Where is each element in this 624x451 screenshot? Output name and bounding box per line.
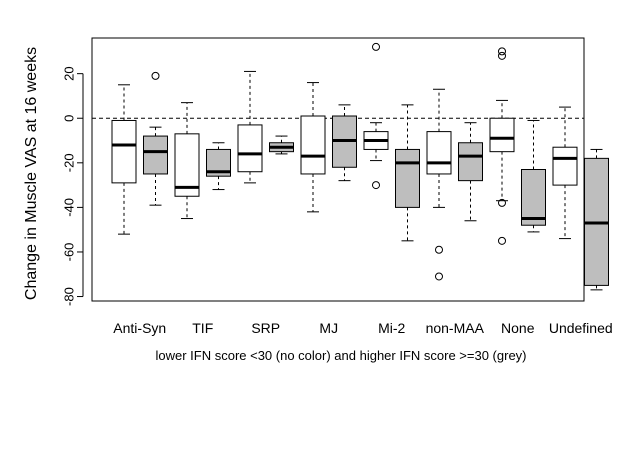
box-undefined-lower <box>552 146 578 186</box>
outlier-none-lower <box>498 47 506 56</box>
x-group-label: None <box>501 320 535 336</box>
box-anti-syn-higher <box>143 135 168 175</box>
outlier-none-lower <box>498 198 506 207</box>
outlier-anti-syn-higher <box>151 71 160 80</box>
x-axis-title: lower IFN score <30 (no color) and highe… <box>155 348 526 363</box>
y-tick-label: 0 <box>61 115 76 122</box>
y-tick-label: -60 <box>61 243 76 262</box>
box-mi-2-higher <box>395 148 420 208</box>
y-axis-title: Change in Muscle VAS at 16 weeks <box>23 47 40 300</box>
outlier-mi-2-lower <box>372 181 380 190</box>
box-none-higher <box>521 169 546 226</box>
y-tick-label: -40 <box>61 198 76 217</box>
box-srp-lower <box>237 124 263 173</box>
box-none-lower <box>489 117 515 153</box>
box-non-maa-higher <box>458 142 483 182</box>
y-tick-label: -80 <box>61 287 76 306</box>
y-tick-label: 20 <box>61 66 76 80</box>
outlier-non-maa-lower <box>435 272 443 281</box>
box-mj-lower <box>300 115 326 175</box>
x-group-label: Mi-2 <box>378 320 405 336</box>
y-tick-label: -20 <box>61 153 76 172</box>
outlier-none-lower <box>498 51 506 60</box>
box-anti-syn-lower <box>111 119 137 184</box>
x-group-label: SRP <box>251 320 280 336</box>
outlier-non-maa-lower <box>435 245 443 254</box>
x-group-label: MJ <box>319 320 338 336</box>
outlier-mi-2-lower <box>372 42 380 51</box>
outlier-none-lower <box>498 236 506 245</box>
box-non-maa-lower <box>426 131 452 175</box>
x-group-label: Undefined <box>549 320 613 336</box>
x-group-label: non-MAA <box>426 320 485 336</box>
x-group-label: Anti-Syn <box>113 320 166 336</box>
x-group-label: TIF <box>192 320 213 336</box>
